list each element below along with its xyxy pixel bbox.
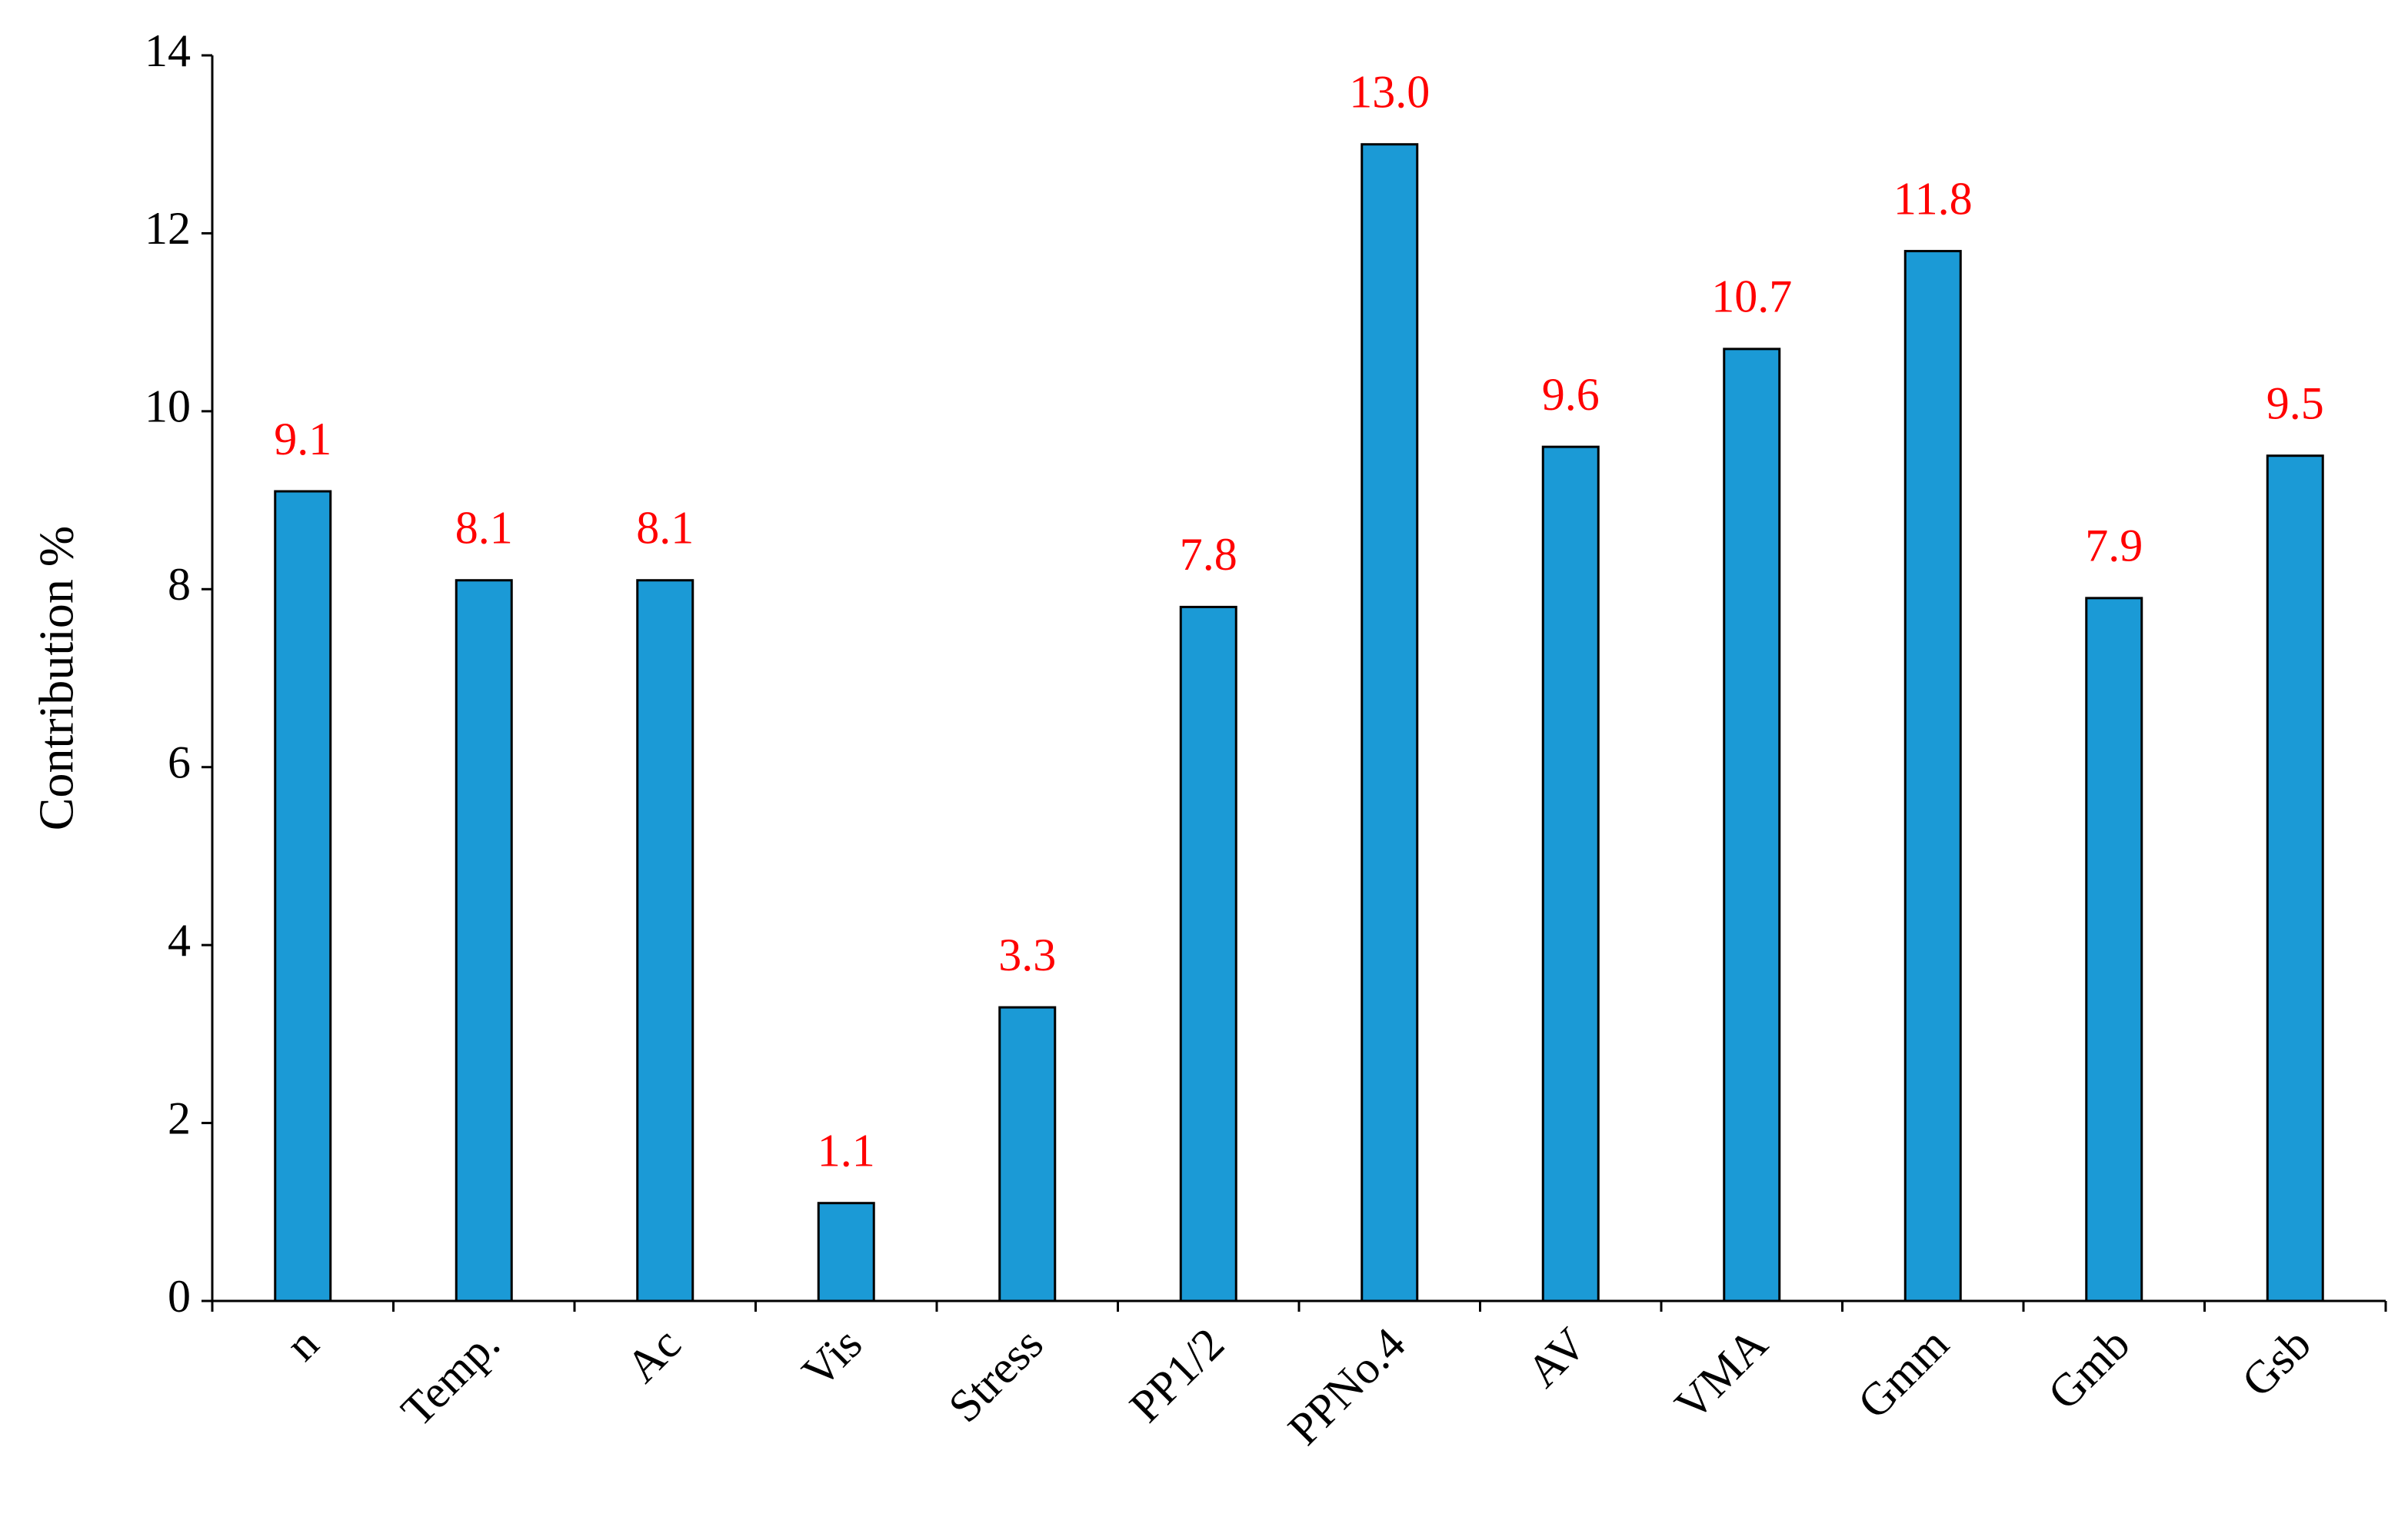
bar: [998, 1006, 1057, 1302]
y-tick-label: 6: [168, 737, 191, 787]
bar: [274, 490, 332, 1302]
value-label: 1.1: [818, 1125, 875, 1176]
bar: [1179, 605, 1237, 1302]
y-tick-label: 0: [168, 1271, 191, 1322]
y-tick-label: 2: [168, 1093, 191, 1143]
value-label: 13.0: [1349, 66, 1430, 117]
x-tick-label: Stress: [939, 1318, 1053, 1432]
value-label: 10.7: [1711, 271, 1792, 322]
value-label: 9.6: [1542, 369, 1600, 420]
x-tick-label: Gmm: [1848, 1318, 1958, 1428]
value-label: 9.1: [274, 414, 331, 464]
value-label: 7.8: [1180, 529, 1237, 580]
x-tick-label: Gmb: [2038, 1318, 2140, 1419]
bar: [636, 579, 694, 1302]
x-tick-label: Vis: [792, 1318, 871, 1397]
bar: [455, 579, 513, 1302]
x-tick-label: Gsb: [2232, 1318, 2320, 1406]
bar: [1361, 143, 1419, 1302]
y-tick-label: 4: [168, 915, 191, 966]
y-tick-label: 14: [145, 25, 191, 76]
y-tick-label: 10: [145, 381, 191, 432]
y-tick-label: 12: [145, 203, 191, 254]
value-label: 3.3: [998, 930, 1056, 980]
bar: [1541, 445, 1600, 1302]
x-tick-label: PPNo.4: [1278, 1318, 1415, 1455]
bar: [817, 1202, 875, 1302]
x-tick-label: AV: [1517, 1318, 1596, 1396]
x-tick-label: PP1/2: [1120, 1318, 1234, 1432]
bar: [1903, 250, 1962, 1302]
bar: [2085, 597, 2143, 1302]
bar: [2266, 454, 2324, 1302]
value-label: 7.9: [2085, 521, 2143, 571]
x-tick-label: Ac: [617, 1318, 691, 1392]
y-tick-label: 8: [168, 559, 191, 610]
value-label: 11.8: [1893, 173, 1973, 224]
x-tick-label: VMA: [1665, 1318, 1777, 1430]
value-label: 8.1: [455, 502, 513, 553]
value-label: 8.1: [636, 502, 694, 553]
x-tick-label: n: [276, 1318, 328, 1370]
bar: [1723, 348, 1781, 1302]
x-tick-label: Temp.: [391, 1318, 509, 1436]
y-axis-label: Contribution %: [29, 526, 84, 830]
value-label: 9.5: [2266, 378, 2324, 428]
